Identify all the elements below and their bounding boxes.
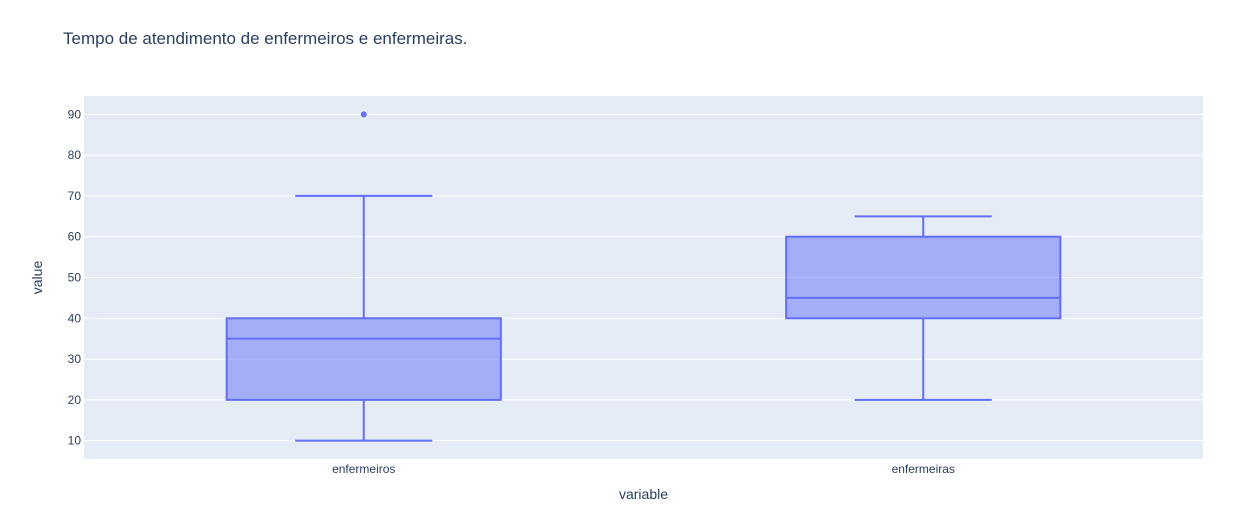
iqr-box bbox=[785, 235, 1062, 320]
y-tick-label: 40 bbox=[68, 311, 82, 325]
boxes bbox=[225, 111, 1062, 442]
y-axis-ticks: 10 20 30 40 50 60 70 80 90 bbox=[68, 107, 82, 447]
y-tick-label: 60 bbox=[68, 230, 82, 244]
y-tick-label: 70 bbox=[68, 189, 82, 203]
box-enfermeiras bbox=[785, 215, 1062, 401]
y-tick-label: 50 bbox=[68, 271, 82, 285]
chart-title: Tempo de atendimento de enfermeiros e en… bbox=[63, 29, 467, 48]
box-enfermeiros bbox=[225, 111, 502, 442]
y-tick-label: 10 bbox=[68, 434, 82, 448]
y-tick-label: 20 bbox=[68, 393, 82, 407]
y-tick-label: 80 bbox=[68, 148, 82, 162]
x-tick-label: enfermeiros bbox=[332, 462, 395, 476]
x-tick-label: enfermeiras bbox=[892, 462, 955, 476]
y-tick-label: 90 bbox=[68, 107, 82, 121]
y-axis-title: value bbox=[29, 261, 45, 295]
x-axis-title: variable bbox=[619, 486, 668, 502]
outlier-point bbox=[360, 111, 367, 118]
iqr-box bbox=[225, 317, 502, 401]
x-axis-ticks: enfermeiros enfermeiras bbox=[332, 462, 955, 476]
y-tick-label: 30 bbox=[68, 352, 82, 366]
